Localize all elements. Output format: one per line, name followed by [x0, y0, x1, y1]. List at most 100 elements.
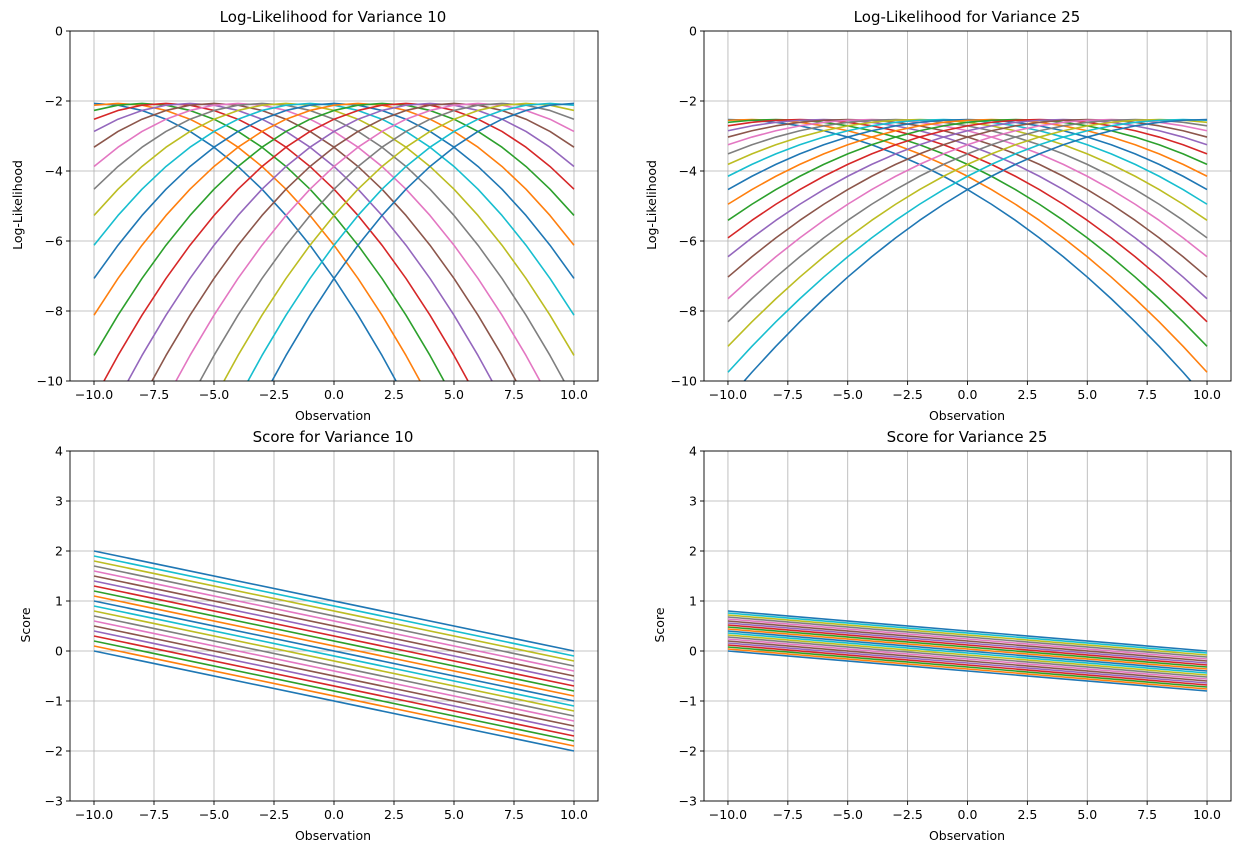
series-line	[727, 118, 1208, 258]
y-axis-label: Score	[18, 607, 33, 642]
series-line	[727, 650, 1208, 692]
series-line	[727, 646, 1208, 688]
x-tick-label: 5.0	[1077, 387, 1097, 402]
x-tick-label: −10.0	[709, 807, 747, 822]
y-tick-label: 3	[55, 494, 63, 509]
series-line	[93, 625, 575, 727]
x-tick-label: −7.5	[773, 807, 803, 822]
x-tick-label: −10.0	[709, 387, 747, 402]
y-axis-label: Score	[652, 607, 667, 642]
x-tick-label: 0.0	[324, 387, 344, 402]
series-line	[727, 626, 1208, 668]
series-line	[743, 118, 1208, 381]
y-tick-label: 1	[689, 594, 697, 609]
x-tick-label: 7.5	[1137, 807, 1157, 822]
series-line	[727, 616, 1208, 658]
x-axis-label: Observation	[929, 828, 1005, 843]
panel-score-var10: Score for Variance 10 Observation Score …	[18, 428, 599, 843]
series-line	[93, 102, 575, 316]
panel-title: Log-Likelihood for Variance 10	[220, 8, 447, 26]
y-tick-label: 2	[689, 544, 697, 559]
series-line	[93, 550, 575, 652]
series-line	[727, 648, 1208, 690]
series-line	[199, 102, 575, 381]
x-tick-label: 10.0	[560, 387, 588, 402]
x-tick-label: 10.0	[560, 807, 588, 822]
y-tick-label: −1	[45, 694, 63, 709]
x-tick-label: −7.5	[139, 807, 169, 822]
series-lines	[93, 102, 575, 381]
series-line	[93, 610, 575, 712]
x-tick-label: 2.5	[384, 387, 404, 402]
series-line	[727, 118, 1208, 205]
series-line	[93, 645, 575, 747]
x-tick-label: −2.5	[892, 387, 922, 402]
series-line	[727, 614, 1208, 656]
y-axis-label: Log-Likelihood	[644, 160, 659, 250]
series-line	[727, 620, 1208, 662]
y-tick-label: −10	[37, 374, 63, 389]
series-lines	[727, 610, 1208, 692]
x-tick-label: −5.0	[833, 807, 863, 822]
series-line	[727, 628, 1208, 670]
x-tick-label: −7.5	[139, 387, 169, 402]
series-line	[93, 102, 575, 279]
panel-title: Score for Variance 10	[253, 428, 414, 446]
x-tick-label: 0.0	[958, 807, 978, 822]
x-tick-label: 2.5	[384, 807, 404, 822]
x-axis-label: Observation	[295, 408, 371, 423]
y-tick-label: −6	[45, 234, 63, 249]
y-tick-label: 1	[55, 594, 63, 609]
y-tick-label: 4	[689, 444, 697, 459]
x-tick-label: −5.0	[833, 387, 863, 402]
y-tick-label: −3	[45, 794, 63, 809]
series-line	[727, 612, 1208, 654]
series-line	[727, 618, 1208, 660]
x-tick-label: −2.5	[259, 387, 289, 402]
series-line	[727, 624, 1208, 666]
x-tick-label: 0.0	[324, 807, 344, 822]
series-line	[727, 644, 1208, 686]
panel-title: Score for Variance 25	[887, 428, 1048, 446]
series-line	[93, 640, 575, 742]
y-tick-label: −8	[45, 304, 63, 319]
series-line	[103, 102, 575, 381]
x-tick-label: 7.5	[1137, 387, 1157, 402]
series-line	[93, 650, 575, 752]
panel-title: Log-Likelihood for Variance 25	[854, 8, 1081, 26]
x-tick-label: −10.0	[75, 387, 113, 402]
x-tick-label: 2.5	[1017, 387, 1037, 402]
panel-score-var25: Score for Variance 25 Observation Score …	[652, 428, 1232, 843]
y-tick-label: 0	[689, 644, 697, 659]
y-tick-label: −2	[679, 94, 697, 109]
y-tick-label: −8	[679, 304, 697, 319]
series-line	[247, 102, 575, 381]
series-line	[727, 632, 1208, 674]
series-line	[727, 118, 1208, 323]
x-tick-label: 7.5	[504, 807, 524, 822]
series-line	[93, 590, 575, 692]
series-line	[93, 605, 575, 707]
series-line	[727, 636, 1208, 678]
series-line	[727, 634, 1208, 676]
series-line	[93, 615, 575, 717]
x-tick-label: −5.0	[199, 807, 229, 822]
y-axis-label: Log-Likelihood	[10, 160, 25, 250]
y-tick-label: −4	[45, 164, 63, 179]
y-tick-label: −6	[679, 234, 697, 249]
series-line	[223, 102, 575, 381]
series-line	[727, 118, 1208, 347]
series-line	[727, 642, 1208, 684]
series-line	[93, 570, 575, 672]
x-tick-label: 10.0	[1193, 807, 1221, 822]
series-line	[93, 580, 575, 682]
x-tick-label: 5.0	[1077, 807, 1097, 822]
series-lines	[727, 118, 1208, 381]
x-tick-label: 7.5	[504, 387, 524, 402]
panel-loglik-var10: Log-Likelihood for Variance 10 Observati…	[10, 8, 599, 423]
y-tick-label: −3	[679, 794, 697, 809]
series-lines	[93, 550, 575, 752]
series-line	[93, 585, 575, 687]
x-tick-label: −10.0	[75, 807, 113, 822]
series-line	[727, 118, 1208, 222]
